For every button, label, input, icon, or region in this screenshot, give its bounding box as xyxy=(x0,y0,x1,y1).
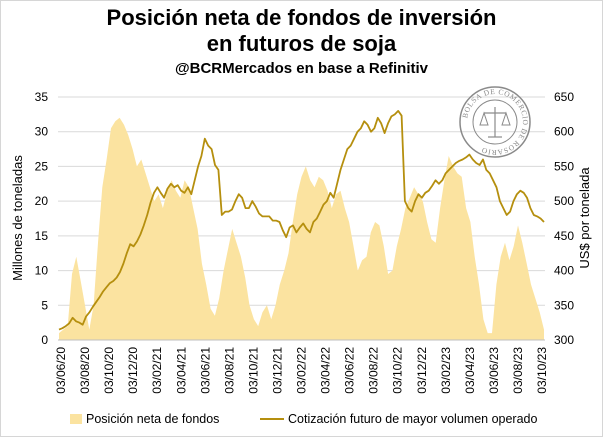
right-axis-tick-label: 600 xyxy=(554,125,574,139)
x-axis-tick-label: 03/10/22 xyxy=(391,347,405,394)
left-axis-tick-label: 20 xyxy=(35,194,49,208)
left-axis-tick-label: 5 xyxy=(41,298,48,312)
left-axis-ticks: 0 5 10 15 20 25 30 35 xyxy=(35,90,49,347)
x-axis-tick-label: 03/06/22 xyxy=(343,347,357,394)
x-axis-tick-label: 03/10/20 xyxy=(102,347,116,394)
left-axis-tick-label: 0 xyxy=(41,333,48,347)
x-axis-tick-label: 03/08/21 xyxy=(222,347,236,394)
legend-label-line: Cotización futuro de mayor volumen opera… xyxy=(288,412,538,426)
x-axis-tick-label: 03/08/22 xyxy=(367,347,381,394)
legend-item-cotizacion: Cotización futuro de mayor volumen opera… xyxy=(260,412,537,426)
x-axis-tick-label: 03/12/21 xyxy=(270,347,284,394)
chart-subtitle: @BCRMercados en base a Refinitiv xyxy=(174,60,429,77)
right-axis-title: US$ por tonelada xyxy=(577,167,592,269)
x-axis-tick-label: 03/06/21 xyxy=(198,347,212,394)
x-axis-tick-label: 03/02/23 xyxy=(439,347,453,394)
left-axis-tick-label: 30 xyxy=(35,125,49,139)
x-axis-tick-label: 03/12/22 xyxy=(415,347,429,394)
x-axis-ticks: 03/06/20 03/08/20 03/10/20 03/12/20 03/02/21… xyxy=(54,347,549,394)
left-axis-title: Millones de toneladas xyxy=(10,155,25,281)
x-axis-tick-label: 03/08/20 xyxy=(78,347,92,394)
right-axis-tick-label: 400 xyxy=(554,264,574,278)
line-series-cotizacion xyxy=(58,110,545,331)
left-axis-tick-label: 35 xyxy=(35,90,49,104)
right-axis-tick-label: 300 xyxy=(554,333,574,347)
x-axis-tick-label: 03/02/22 xyxy=(295,347,309,394)
right-axis-tick-label: 550 xyxy=(554,159,574,173)
legend-item-posicion-neta: Posición neta de fondos xyxy=(70,412,219,426)
right-axis-ticks: 300 350 400 450 500 550 600 650 xyxy=(554,90,574,347)
x-axis-tick-label: 03/10/21 xyxy=(246,347,260,394)
right-axis-tick-label: 650 xyxy=(554,90,574,104)
x-axis-tick-label: 03/08/23 xyxy=(511,347,525,394)
x-axis-tick-label: 03/12/20 xyxy=(126,347,140,394)
legend-swatch-area xyxy=(70,414,82,424)
chart-title-line2: en futuros de soja xyxy=(206,31,397,56)
bcr-seal-logo: BOLSA DE COMERCIO DE ROSARIO xyxy=(459,86,531,158)
x-axis-tick-label: 03/02/21 xyxy=(150,347,164,394)
right-axis-tick-label: 500 xyxy=(554,194,574,208)
x-axis-tick-label: 03/10/23 xyxy=(535,347,549,394)
right-axis-tick-label: 450 xyxy=(554,229,574,243)
x-axis-tick-label: 03/04/23 xyxy=(463,347,477,394)
x-axis-tick-label: 03/06/20 xyxy=(54,347,68,394)
left-axis-tick-label: 25 xyxy=(35,159,49,173)
area-series-posicion-neta xyxy=(59,117,544,340)
legend-label-area: Posición neta de fondos xyxy=(86,412,220,426)
left-axis-tick-label: 15 xyxy=(35,229,49,243)
left-axis-tick-label: 10 xyxy=(35,264,49,278)
x-axis-tick-label: 03/04/22 xyxy=(319,347,333,394)
x-axis-tick-label: 03/04/21 xyxy=(174,347,188,394)
chart-legend: Posición neta de fondos Cotización futur… xyxy=(60,412,580,430)
chart-title-line1: Posición neta de fondos de inversión xyxy=(106,5,497,30)
legend-swatch-line xyxy=(260,418,284,420)
right-axis-tick-label: 350 xyxy=(554,298,574,312)
x-axis-tick-label: 03/06/23 xyxy=(487,347,501,394)
